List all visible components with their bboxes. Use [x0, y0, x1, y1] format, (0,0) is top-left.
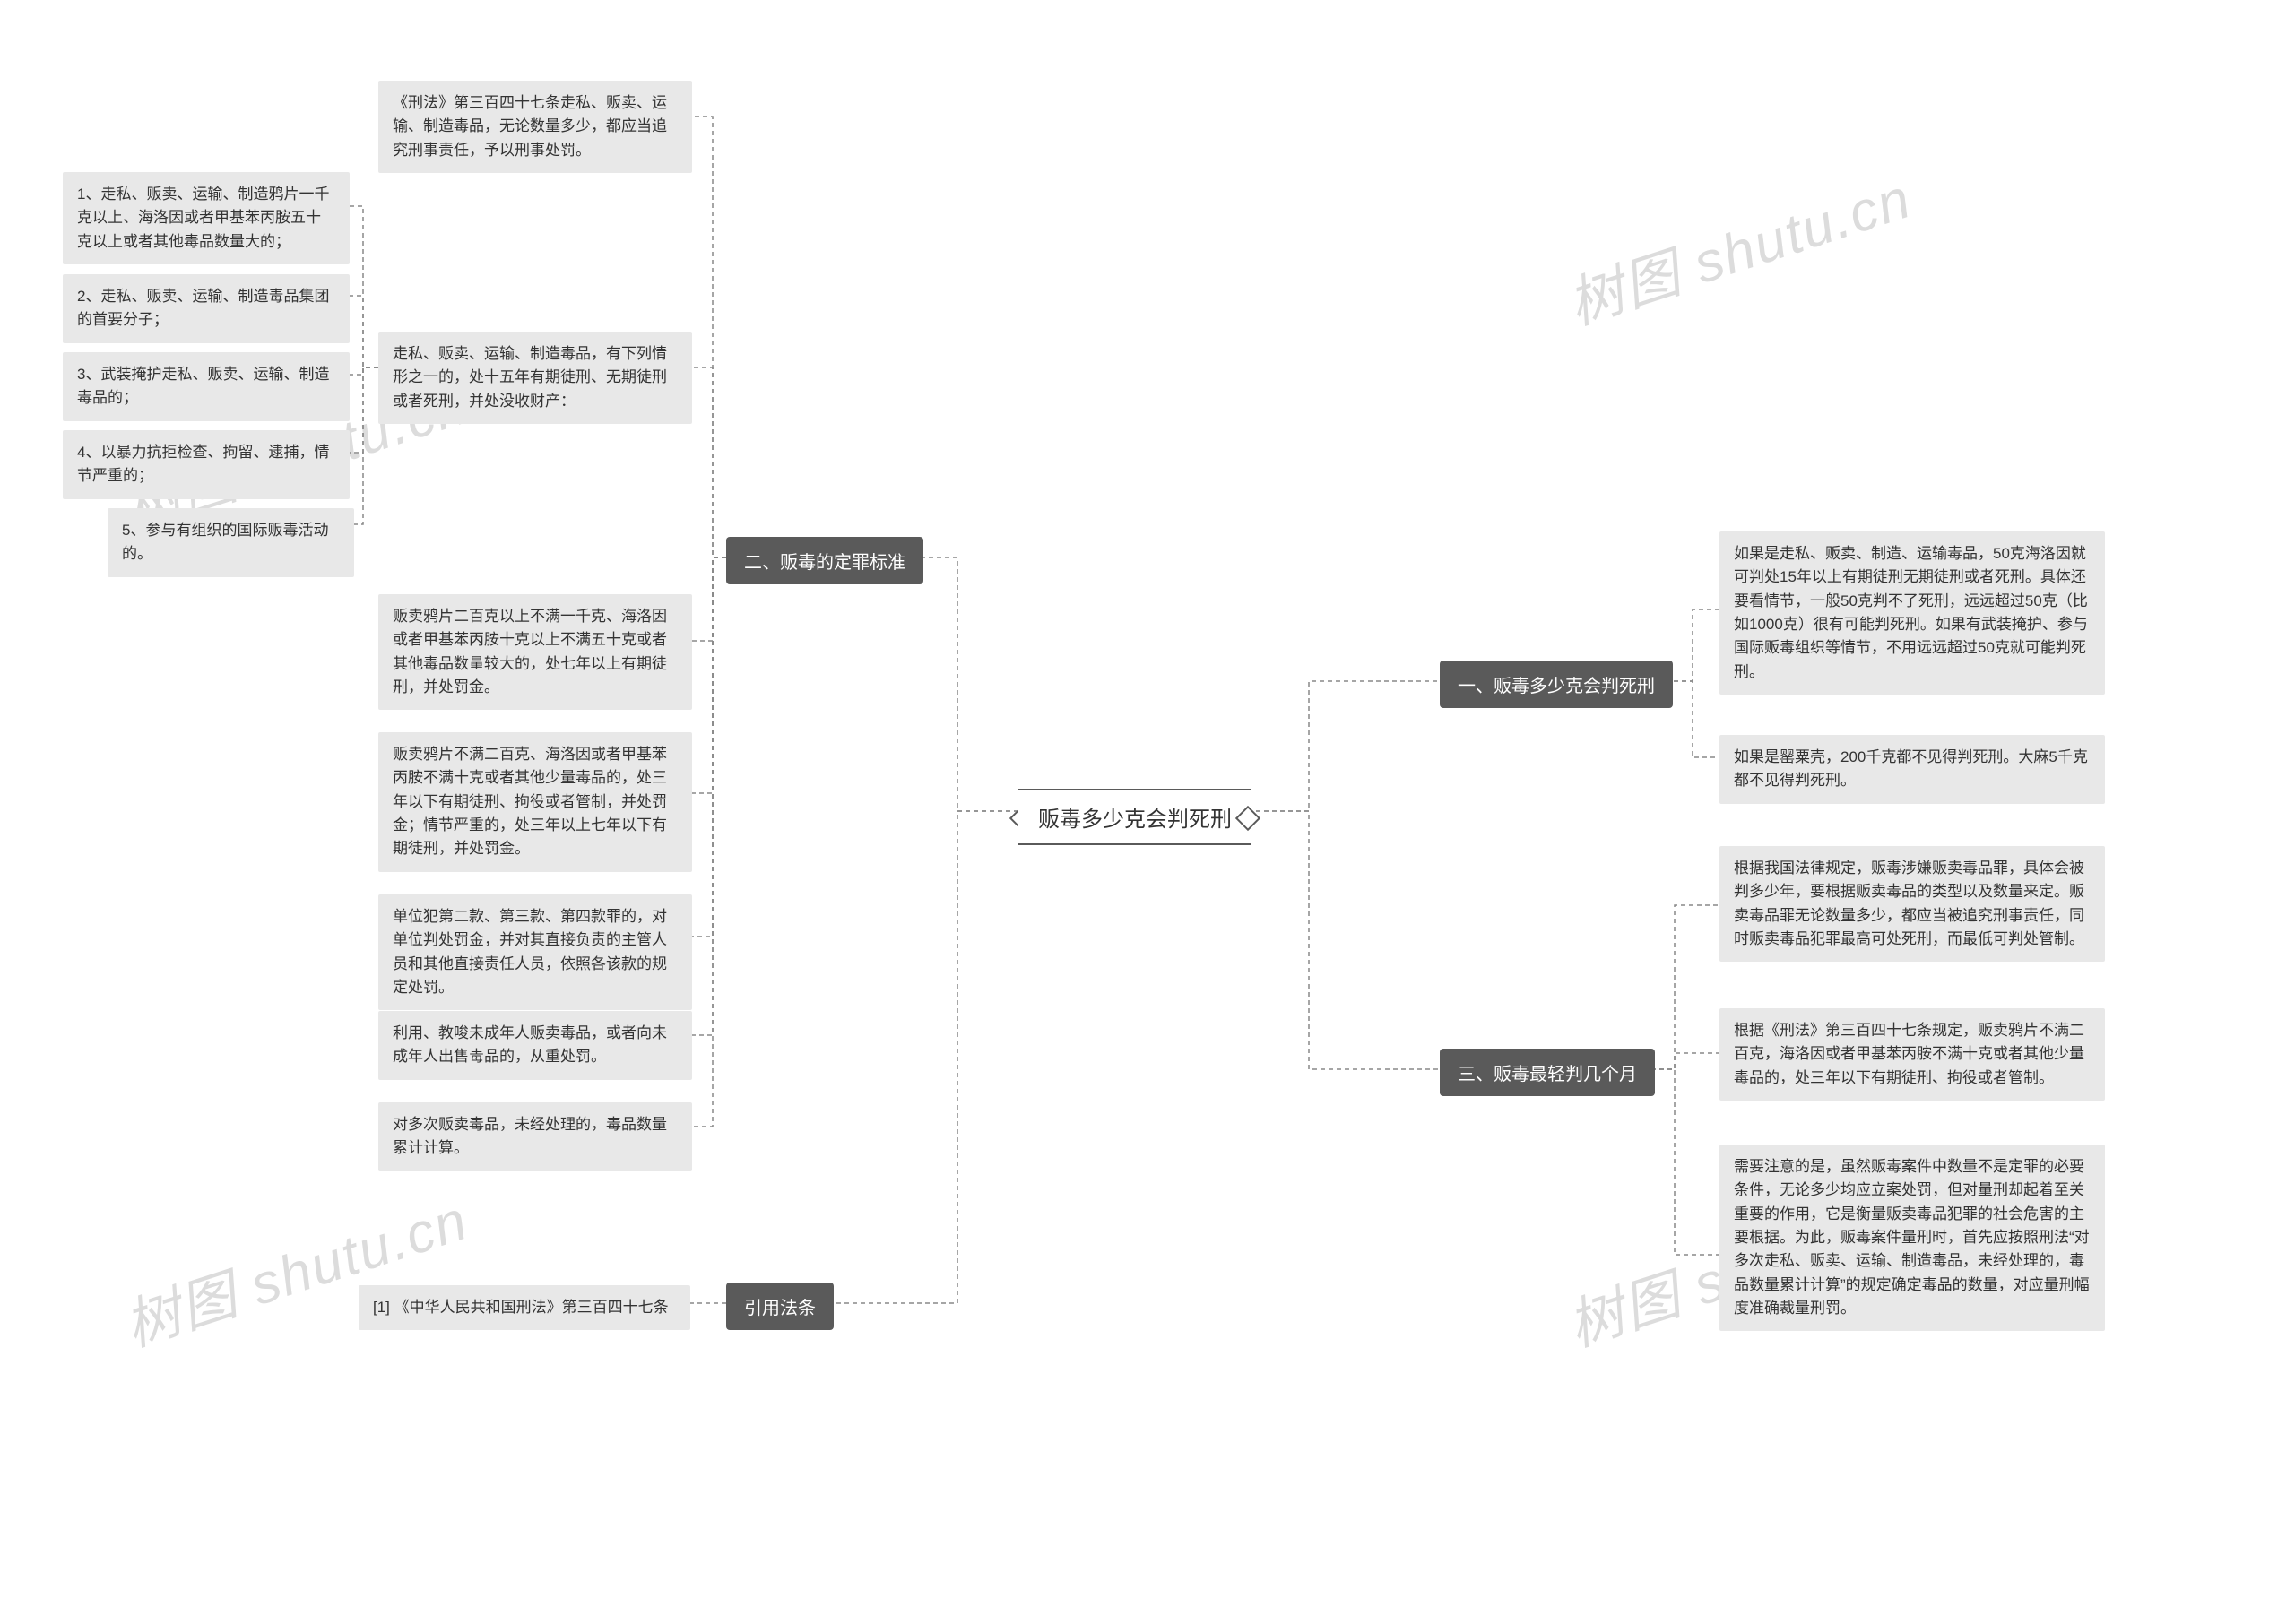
leaf-node: [1] 《中华人民共和国刑法》第三百四十七条	[359, 1285, 690, 1330]
branch-node-2: 二、贩毒的定罪标准	[726, 537, 923, 584]
root-node: 贩毒多少克会判死刑	[1018, 789, 1251, 845]
leaf-node: 根据我国法律规定，贩毒涉嫌贩卖毒品罪，具体会被判多少年，要根据贩卖毒品的类型以及…	[1719, 846, 2105, 962]
leaf-node: 走私、贩卖、运输、制造毒品，有下列情形之一的，处十五年有期徒刑、无期徒刑或者死刑…	[378, 332, 692, 424]
leaf-node: 如果是罂粟壳，200千克都不见得判死刑。大麻5千克都不见得判死刑。	[1719, 735, 2105, 804]
leaf-node: 1、走私、贩卖、运输、制造鸦片一千克以上、海洛因或者甲基苯丙胺五十克以上或者其他…	[63, 172, 350, 264]
watermark: 树图 shutu.cn	[113, 1175, 477, 1361]
leaf-node: 单位犯第二款、第三款、第四款罪的，对单位判处罚金，并对其直接负责的主管人员和其他…	[378, 894, 692, 1010]
leaf-node: 利用、教唆未成年人贩卖毒品，或者向未成年人出售毒品的，从重处罚。	[378, 1011, 692, 1080]
leaf-node: 4、以暴力抗拒检查、拘留、逮捕，情节严重的；	[63, 430, 350, 499]
leaf-node: 根据《刑法》第三百四十七条规定，贩卖鸦片不满二百克，海洛因或者甲基苯丙胺不满十克…	[1719, 1008, 2105, 1101]
leaf-node: 贩卖鸦片二百克以上不满一千克、海洛因或者甲基苯丙胺十克以上不满五十克或者其他毒品…	[378, 594, 692, 710]
watermark: 树图 shutu.cn	[1556, 153, 1920, 340]
branch-node-4: 引用法条	[726, 1283, 834, 1330]
leaf-node: 2、走私、贩卖、运输、制造毒品集团的首要分子；	[63, 274, 350, 343]
leaf-node: 《刑法》第三百四十七条走私、贩卖、运输、制造毒品，无论数量多少，都应当追究刑事责…	[378, 81, 692, 173]
root-label: 贩毒多少克会判死刑	[1018, 789, 1251, 845]
leaf-node: 需要注意的是，虽然贩毒案件中数量不是定罪的必要条件，无论多少均应立案处罚，但对量…	[1719, 1145, 2105, 1331]
leaf-node: 如果是走私、贩卖、制造、运输毒品，50克海洛因就可判处15年以上有期徒刑无期徒刑…	[1719, 531, 2105, 695]
leaf-node: 对多次贩卖毒品，未经处理的，毒品数量累计计算。	[378, 1102, 692, 1171]
leaf-node: 贩卖鸦片不满二百克、海洛因或者甲基苯丙胺不满十克或者其他少量毒品的，处三年以下有…	[378, 732, 692, 872]
branch-node-3: 三、贩毒最轻判几个月	[1440, 1049, 1655, 1096]
leaf-node: 3、武装掩护走私、贩卖、运输、制造毒品的；	[63, 352, 350, 421]
branch-node-1: 一、贩毒多少克会判死刑	[1440, 661, 1673, 708]
leaf-node: 5、参与有组织的国际贩毒活动的。	[108, 508, 354, 577]
